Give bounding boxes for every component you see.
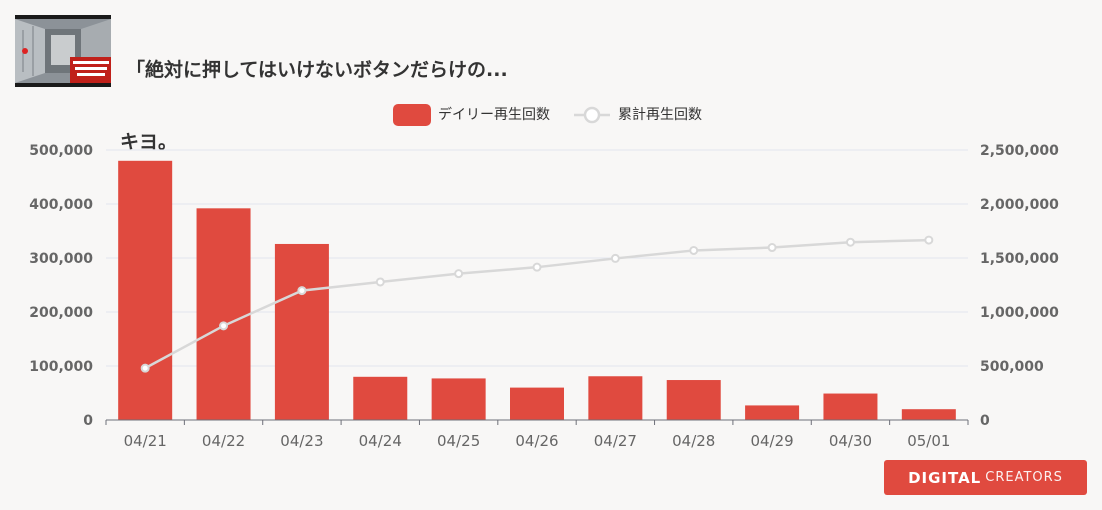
logo-text-creators: CREATORS bbox=[985, 470, 1063, 485]
bar-04/30 bbox=[823, 393, 878, 420]
legend-bar-swatch bbox=[393, 104, 431, 126]
line-point-04/26 bbox=[532, 262, 542, 272]
line-point-05/01 bbox=[924, 235, 934, 245]
y-right-tick-label: 1,000,000 bbox=[980, 305, 1059, 321]
legend-line-marker bbox=[583, 106, 601, 124]
line-point-04/22 bbox=[219, 321, 229, 331]
x-tick-label: 04/23 bbox=[280, 432, 323, 450]
x-tick-label: 04/29 bbox=[750, 432, 793, 450]
x-tick-label: 04/27 bbox=[594, 432, 637, 450]
y-left-tick-label: 500,000 bbox=[29, 143, 93, 159]
line-point-04/25 bbox=[454, 269, 464, 279]
x-tick-label: 04/30 bbox=[829, 432, 872, 450]
cumulative-line-path bbox=[144, 238, 929, 370]
x-tick-label: 04/26 bbox=[515, 432, 558, 450]
y-left-tick-label: 200,000 bbox=[29, 305, 93, 321]
cumulative-line bbox=[140, 235, 934, 373]
title-line-2: キヨ。 bbox=[120, 131, 178, 153]
y-axis-right: 0 500,000 1,000,000 1,500,000 2,000,000 2,500… bbox=[980, 143, 1059, 429]
x-tick-label: 04/25 bbox=[437, 432, 480, 450]
y-right-tick-label: 2,000,000 bbox=[980, 197, 1059, 213]
bar-04/27 bbox=[588, 376, 643, 420]
logo-text-digital: DIGITAL bbox=[908, 468, 982, 487]
y-axis-left: 0 100,000 200,000 300,000 400,000 500,000 bbox=[29, 143, 93, 429]
bar-04/23 bbox=[274, 243, 329, 420]
y-right-tick-label: 2,500,000 bbox=[980, 143, 1059, 159]
video-thumbnail[interactable] bbox=[15, 15, 111, 87]
daily-bars bbox=[118, 160, 956, 421]
line-point-04/23 bbox=[297, 286, 307, 296]
bar-04/28 bbox=[666, 380, 721, 420]
bar-05/01 bbox=[901, 409, 956, 420]
bar-04/25 bbox=[431, 378, 486, 420]
title-line-1: 「絶対に押してはいけないボタンだらけの... bbox=[126, 59, 508, 81]
y-right-tick-label: 0 bbox=[980, 413, 990, 429]
y-right-tick-label: 500,000 bbox=[980, 359, 1044, 375]
x-tick-label: 04/22 bbox=[202, 432, 245, 450]
line-point-04/24 bbox=[375, 277, 385, 287]
x-axis: 04/21 04/22 04/23 04/24 04/25 04/26 04/27 04/28… bbox=[105, 419, 969, 450]
x-tick-label: 04/21 bbox=[124, 432, 167, 450]
bar-04/26 bbox=[510, 387, 564, 420]
legend-label-daily: デイリー再生回数 bbox=[438, 106, 550, 123]
line-point-04/27 bbox=[610, 253, 620, 263]
legend-label-cumulative: 累計再生回数 bbox=[618, 107, 702, 123]
line-point-04/21 bbox=[140, 363, 150, 373]
y-left-tick-label: 300,000 bbox=[29, 251, 93, 267]
x-tick-label: 04/24 bbox=[359, 432, 402, 450]
y-right-tick-label: 1,500,000 bbox=[980, 251, 1059, 267]
line-point-04/30 bbox=[845, 237, 855, 247]
x-tick-label: 05/01 bbox=[907, 432, 950, 450]
x-tick-label: 04/28 bbox=[672, 432, 715, 450]
line-point-04/29 bbox=[767, 243, 777, 253]
y-left-tick-label: 0 bbox=[83, 413, 93, 429]
y-left-tick-label: 400,000 bbox=[29, 197, 93, 213]
y-left-tick-label: 100,000 bbox=[29, 359, 93, 375]
bar-04/24 bbox=[353, 376, 408, 420]
digital-creators-logo: DIGITAL CREATORS bbox=[884, 460, 1087, 495]
bar-04/21 bbox=[118, 160, 173, 421]
thumbnail-image bbox=[15, 15, 111, 87]
line-point-04/28 bbox=[689, 245, 699, 255]
video-title[interactable]: 「絶対に押してはいけないボタンだらけの... キヨ。 bbox=[120, 16, 640, 160]
bar-04/22 bbox=[196, 208, 251, 420]
chart-legend: デイリー再生回数 累計再生回数 bbox=[393, 104, 702, 126]
bar-04/29 bbox=[745, 405, 800, 420]
